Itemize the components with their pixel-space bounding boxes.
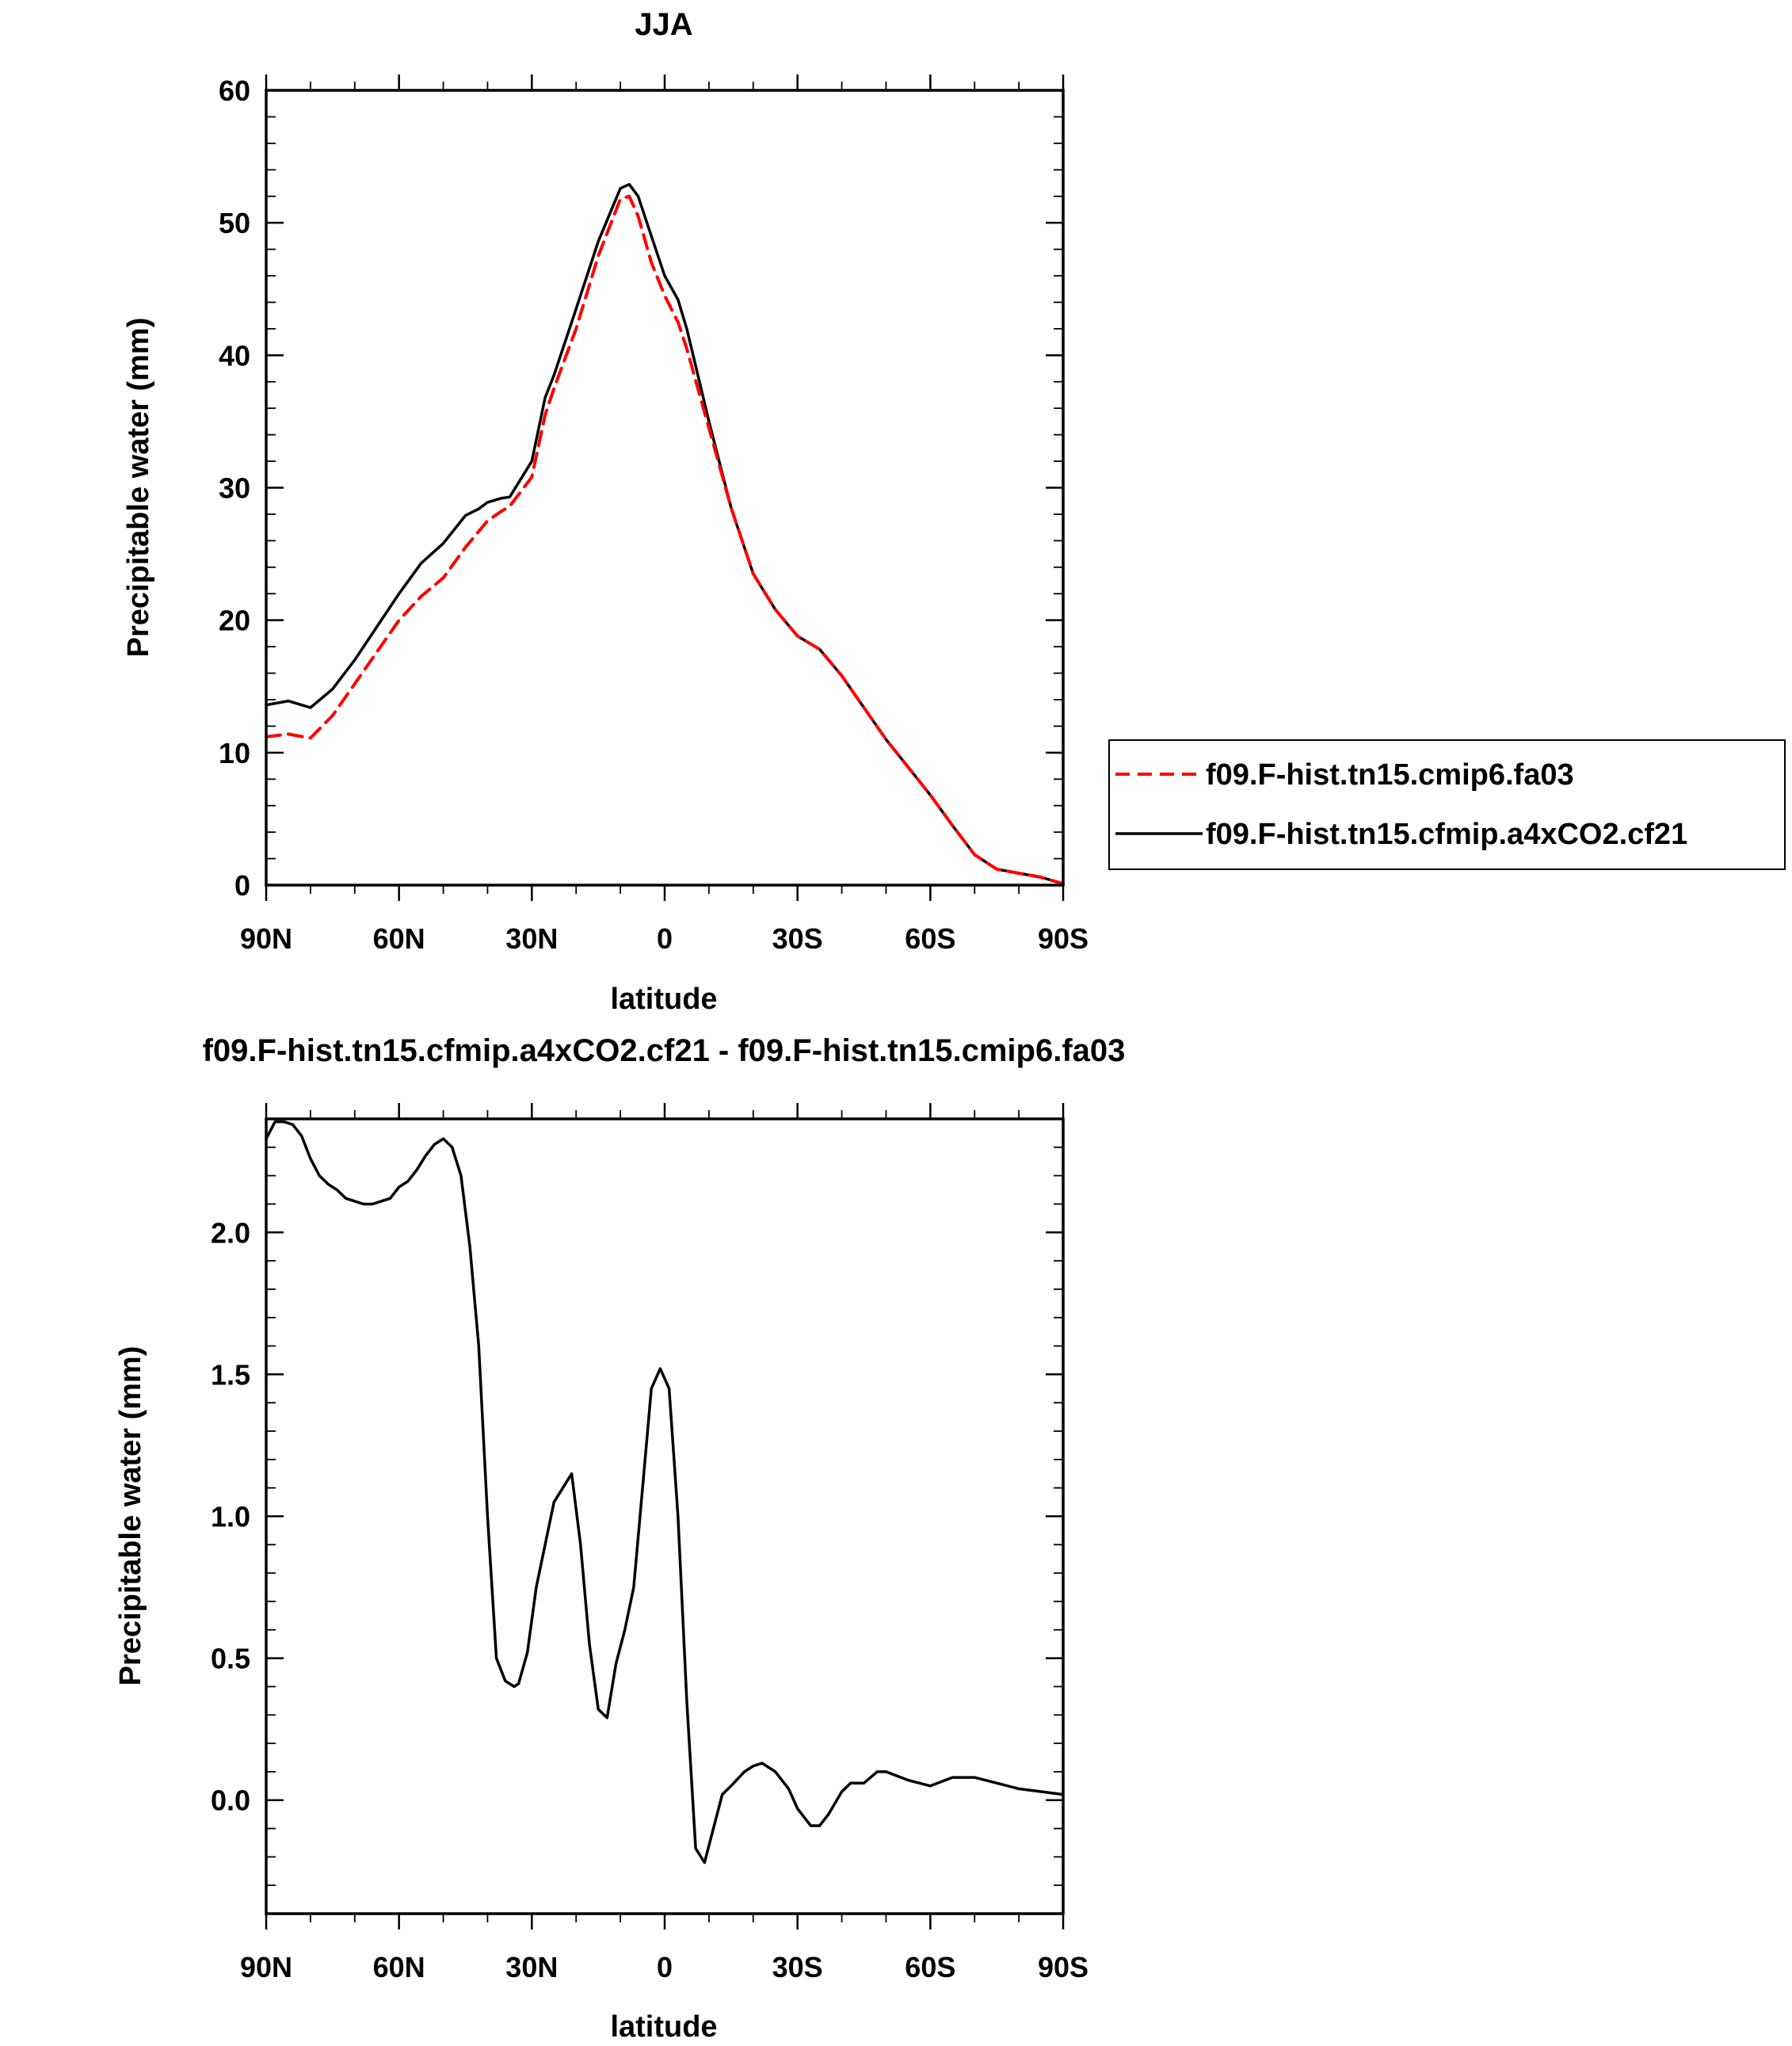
- bottom-y-axis-label: Precipitable water (mm): [114, 1346, 147, 1686]
- top-x-axis-label: latitude: [610, 983, 717, 1016]
- top-x-tick-label: 0: [657, 922, 673, 955]
- bottom-x-tick-label: 30N: [505, 1951, 558, 1983]
- top-x-tick-label: 60N: [373, 922, 425, 955]
- top-y-tick-label: 0: [234, 869, 250, 902]
- top-y-tick-label: 20: [219, 605, 250, 637]
- top-panel: JJA 0 10 20 30 40 50 60 90N 60N 30N 0 30S 60S 90S Pr…: [122, 7, 1089, 1016]
- bottom-x-tick-label: 60N: [373, 1951, 425, 1983]
- bottom-y-tick-label: 2.0: [211, 1216, 250, 1249]
- bottom-y-tick-label: 0.5: [211, 1643, 250, 1675]
- bottom-ticks: [265, 1103, 1065, 1930]
- top-x-tick-label: 60S: [905, 922, 955, 955]
- legend-box: [1108, 739, 1786, 870]
- bottom-series-line-0: [265, 1120, 1065, 1865]
- top-x-tick-labels: 90N 60N 30N 0 30S 60S 90S: [240, 922, 1089, 955]
- top-y-axis-label: Precipitable water (mm): [122, 318, 155, 658]
- top-y-tick-label: 40: [219, 339, 250, 372]
- top-y-tick-label: 50: [219, 207, 250, 239]
- top-y-tick-label: 60: [219, 74, 250, 107]
- bottom-x-tick-label: 90N: [240, 1951, 292, 1983]
- top-y-tick-label: 10: [219, 737, 250, 769]
- top-series: [265, 182, 1065, 886]
- top-plot-frame: [265, 89, 1065, 887]
- bottom-minor-ticks: [266, 1110, 1063, 1922]
- legend-label-fa03: f09.F-hist.tn15.cmip6.fa03: [1206, 758, 1574, 792]
- bottom-y-tick-label: 1.0: [211, 1501, 250, 1533]
- bottom-y-tick-label: 1.5: [211, 1358, 250, 1391]
- bottom-x-tick-labels: 90N 60N 30N 0 30S 60S 90S: [240, 1951, 1089, 1983]
- bottom-plot-frame: [265, 1117, 1065, 1915]
- bottom-x-axis-label: latitude: [610, 2010, 717, 2044]
- legend: f09.F-hist.tn15.cmip6.fa03 f09.F-hist.tn…: [1108, 739, 1786, 870]
- top-minor-ticks: [266, 82, 1063, 894]
- bottom-y-tick-label: 0.0: [211, 1785, 250, 1817]
- top-ticks: [265, 74, 1065, 901]
- bottom-y-tick-labels: 0.0 0.5 1.0 1.5 2.0: [211, 1216, 250, 1816]
- top-x-tick-label: 30S: [772, 922, 823, 955]
- top-x-tick-label: 30N: [505, 922, 558, 955]
- bottom-x-tick-label: 60S: [905, 1951, 955, 1983]
- bottom-chart-title: f09.F-hist.tn15.cfmip.a4xCO2.cf21 - f09.…: [203, 1033, 1126, 1068]
- bottom-x-tick-label: 90S: [1038, 1951, 1089, 1983]
- legend-label-cf21: f09.F-hist.tn15.cfmip.a4xCO2.cf21: [1206, 818, 1687, 851]
- top-y-tick-label: 30: [219, 472, 250, 505]
- top-x-tick-label: 90S: [1038, 922, 1089, 955]
- top-x-tick-label: 90N: [240, 922, 292, 955]
- top-series-line-0: [265, 194, 1065, 886]
- bottom-x-tick-label: 0: [657, 1951, 673, 1983]
- bottom-x-tick-label: 30S: [772, 1951, 823, 1983]
- top-y-tick-labels: 0 10 20 30 40 50 60: [219, 74, 250, 902]
- bottom-panel: f09.F-hist.tn15.cfmip.a4xCO2.cf21 - f09.…: [114, 1033, 1125, 2044]
- bottom-series: [265, 1120, 1065, 1865]
- top-series-line-1: [265, 182, 1065, 886]
- top-chart-title: JJA: [635, 7, 692, 42]
